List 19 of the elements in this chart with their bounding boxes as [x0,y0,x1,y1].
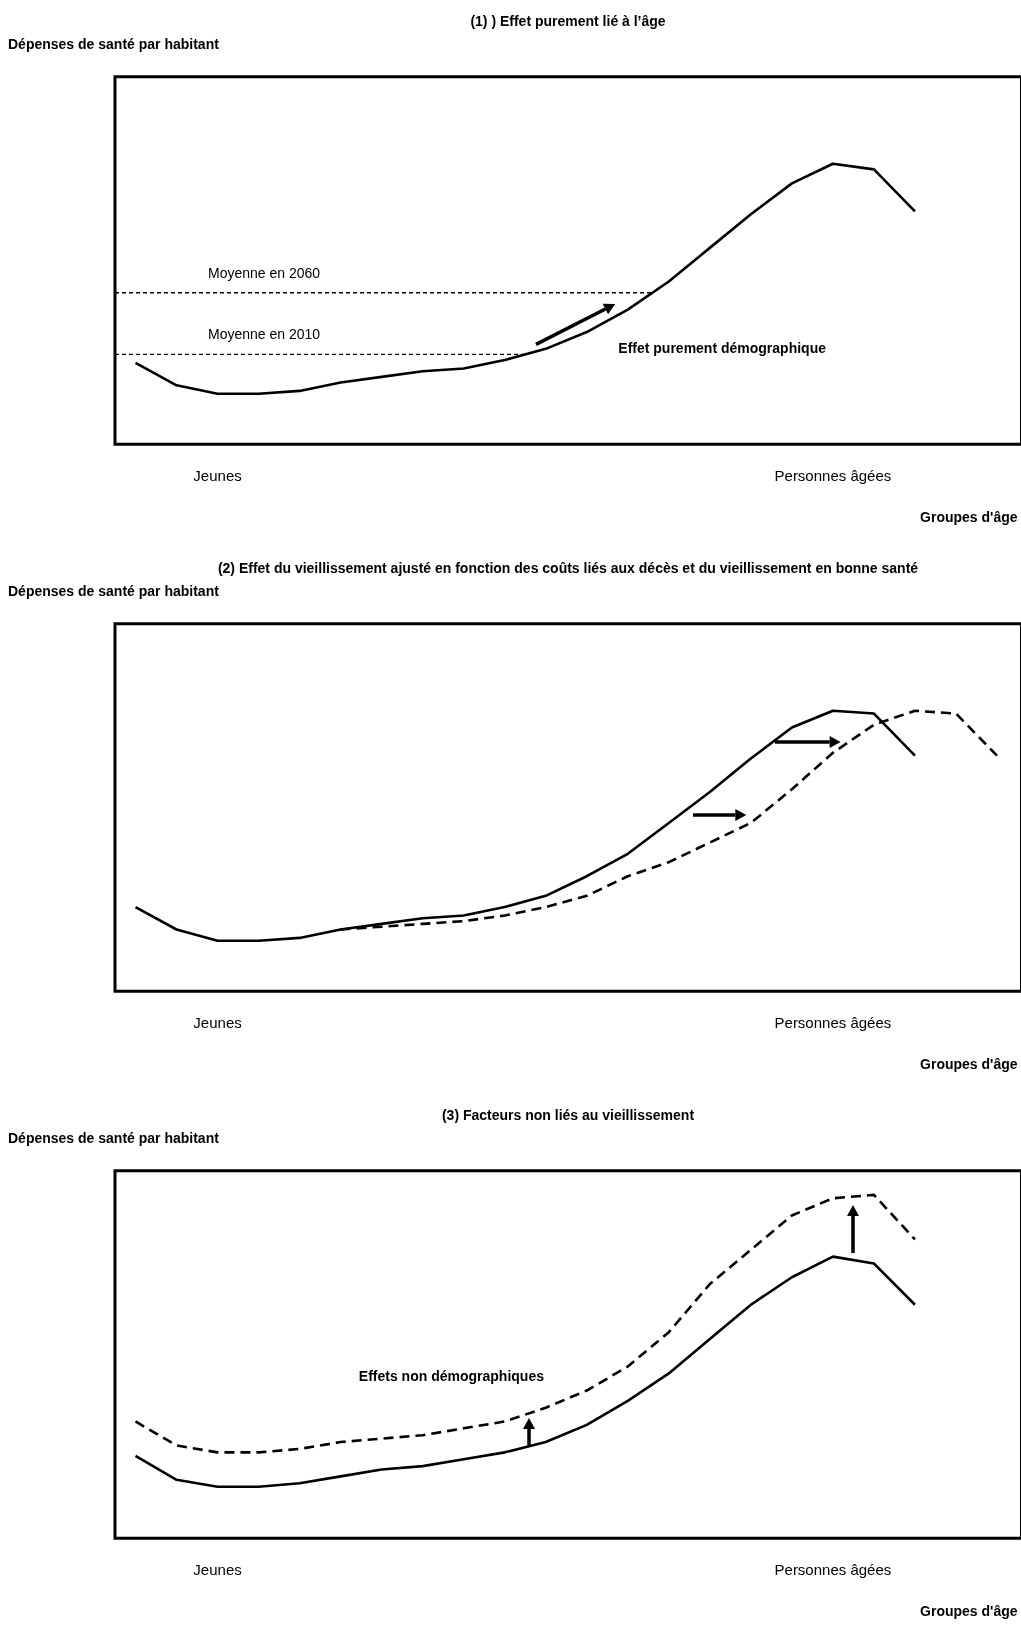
annotation: Effet purement démographique [618,339,827,356]
x-tick-label: Jeunes [193,1561,242,1579]
y-axis-title: Dépenses de santé par habitant [8,582,220,599]
ref-line-label: Moyenne en 2060 [208,264,321,281]
chart-title: (3) Facteurs non liés au vieillissement [441,1107,695,1124]
x-tick-label: Personnes âgées [774,467,892,485]
chart-title: (2) Effet du vieillissement ajusté en fonction des coûts liés aux décès et du vieillissement en bonne santé [217,560,919,577]
x-axis-title: Groupes d'âge [920,509,1018,526]
chart-title: (1) ) Effet purement lié à l’âge [470,13,666,30]
y-axis-title: Dépenses de santé par habitant [8,35,220,52]
x-tick-label: Jeunes [193,1014,242,1032]
annotation: Effets non démographiques [358,1367,545,1384]
x-tick-label: Jeunes [193,467,242,485]
x-tick-label: Personnes âgées [774,1014,892,1032]
x-axis-title: Groupes d'âge [920,1056,1018,1073]
x-tick-label: Personnes âgées [774,1561,892,1579]
x-axis-title: Groupes d'âge [920,1603,1018,1620]
ref-line-label: Moyenne en 2010 [208,326,321,343]
y-axis-title: Dépenses de santé par habitant [8,1129,220,1146]
